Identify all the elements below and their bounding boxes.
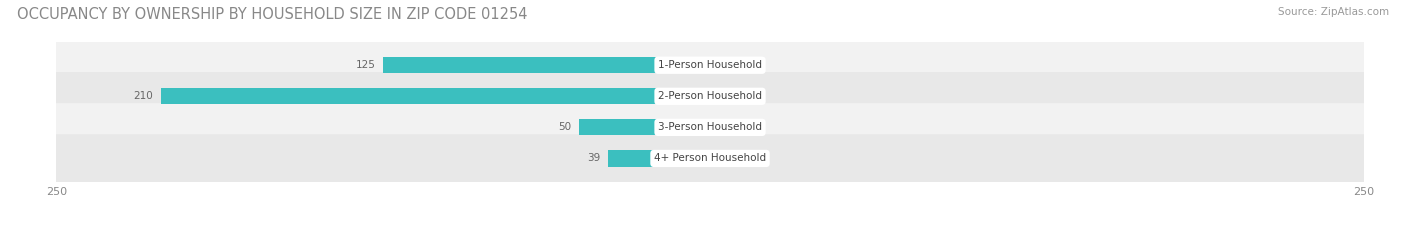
- Text: Source: ZipAtlas.com: Source: ZipAtlas.com: [1278, 7, 1389, 17]
- FancyBboxPatch shape: [44, 103, 1376, 152]
- Bar: [710, 88, 731, 104]
- Text: 210: 210: [134, 91, 153, 101]
- Bar: [710, 150, 723, 167]
- Bar: [160, 88, 710, 104]
- FancyBboxPatch shape: [44, 72, 1376, 120]
- Text: 50: 50: [558, 122, 571, 132]
- Bar: [710, 119, 731, 135]
- Text: 4+ Person Household: 4+ Person Household: [654, 154, 766, 163]
- Text: 39: 39: [586, 154, 600, 163]
- Text: 0: 0: [738, 91, 745, 101]
- FancyBboxPatch shape: [44, 41, 1376, 89]
- Text: OCCUPANCY BY OWNERSHIP BY HOUSEHOLD SIZE IN ZIP CODE 01254: OCCUPANCY BY OWNERSHIP BY HOUSEHOLD SIZE…: [17, 7, 527, 22]
- Legend: Owner-occupied, Renter-occupied: Owner-occupied, Renter-occupied: [598, 231, 823, 233]
- Text: 2-Person Household: 2-Person Household: [658, 91, 762, 101]
- Bar: [382, 57, 710, 73]
- Text: 11: 11: [747, 60, 759, 70]
- FancyBboxPatch shape: [44, 134, 1376, 183]
- Text: 5: 5: [731, 154, 738, 163]
- Bar: [579, 119, 710, 135]
- Bar: [607, 150, 710, 167]
- Text: 3-Person Household: 3-Person Household: [658, 122, 762, 132]
- Bar: [710, 57, 738, 73]
- Text: 0: 0: [738, 122, 745, 132]
- Text: 1-Person Household: 1-Person Household: [658, 60, 762, 70]
- Text: 125: 125: [356, 60, 375, 70]
